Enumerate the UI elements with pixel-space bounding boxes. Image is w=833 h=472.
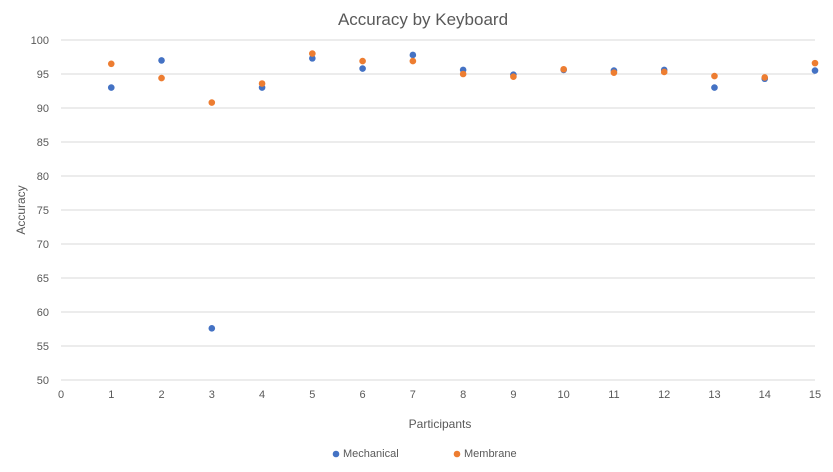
x-tick-label: 7: [410, 389, 416, 401]
membrane-point: [158, 74, 165, 82]
mechanical-point: [711, 84, 718, 91]
x-tick-label: 14: [759, 389, 771, 401]
y-tick-label: 70: [37, 239, 49, 251]
x-tick-label: 10: [558, 389, 570, 401]
mechanical-point: [409, 51, 417, 59]
y-tick-label: 50: [37, 375, 49, 387]
x-tick-label: 6: [360, 389, 366, 401]
legend-marker: [453, 450, 461, 458]
y-tick-label: 90: [37, 103, 49, 115]
membrane-point: [660, 68, 668, 76]
membrane-point: [309, 50, 316, 57]
x-tick-label: 1: [108, 389, 114, 401]
legend-item-membrane: Membrane: [453, 448, 517, 460]
membrane-point: [459, 70, 467, 78]
x-tick-label: 4: [259, 389, 265, 401]
membrane-point: [711, 72, 718, 80]
x-tick-label: 12: [658, 389, 670, 401]
mechanical-point: [158, 57, 165, 64]
y-tick-label: 75: [37, 205, 49, 217]
membrane-point: [560, 65, 567, 73]
membrane-point: [258, 80, 266, 87]
y-tick-label: 80: [37, 171, 49, 183]
data-points: [107, 50, 819, 332]
y-tick-label: 85: [37, 137, 49, 149]
y-tick-label: 60: [37, 307, 49, 319]
membrane-point: [761, 74, 769, 81]
y-axis-tick-labels: 50 55 60 65 70 75 80 85 90 95 100: [31, 35, 49, 387]
x-tick-label: 2: [158, 389, 164, 401]
membrane-point: [107, 60, 115, 68]
mechanical-point: [811, 67, 819, 74]
x-tick-label: 5: [309, 389, 315, 401]
gridlines: [61, 39, 815, 381]
legend-label: Mechanical: [343, 448, 399, 460]
membrane-point: [359, 57, 366, 65]
legend-marker: [332, 450, 340, 458]
x-axis-title: Participants: [409, 417, 472, 431]
membrane-point: [208, 99, 216, 106]
y-tick-label: 65: [37, 273, 49, 285]
x-tick-label: 9: [510, 389, 516, 401]
membrane-point: [510, 73, 517, 81]
mechanical-point: [208, 325, 216, 332]
mechanical-point: [107, 84, 115, 91]
x-tick-label: 11: [608, 389, 619, 401]
y-tick-label: 100: [31, 35, 49, 47]
legend-item-mechanical: Mechanical: [332, 448, 399, 460]
membrane-point: [811, 59, 819, 67]
x-tick-label: 8: [460, 389, 466, 401]
y-tick-label: 95: [37, 69, 49, 81]
x-tick-label: 0: [58, 389, 64, 401]
chart-title: Accuracy by Keyboard: [338, 10, 508, 29]
legend: Mechanical Membrane: [332, 448, 517, 460]
mechanical-point: [359, 65, 366, 72]
x-tick-label: 13: [708, 389, 720, 401]
x-axis-tick-labels: 0 1 2 3 4 5 6 7 8 9 10 11 12 13 14 15: [58, 389, 821, 401]
series-mechanical: [107, 51, 819, 332]
membrane-point: [610, 69, 618, 76]
series-membrane: [107, 50, 819, 106]
legend-label: Membrane: [464, 448, 517, 460]
x-tick-label: 3: [209, 389, 215, 401]
mechanical-point: [309, 55, 316, 62]
y-tick-label: 55: [37, 341, 49, 353]
membrane-point: [409, 57, 417, 65]
x-tick-label: 15: [809, 389, 821, 401]
y-axis-title: Accuracy: [14, 185, 28, 234]
